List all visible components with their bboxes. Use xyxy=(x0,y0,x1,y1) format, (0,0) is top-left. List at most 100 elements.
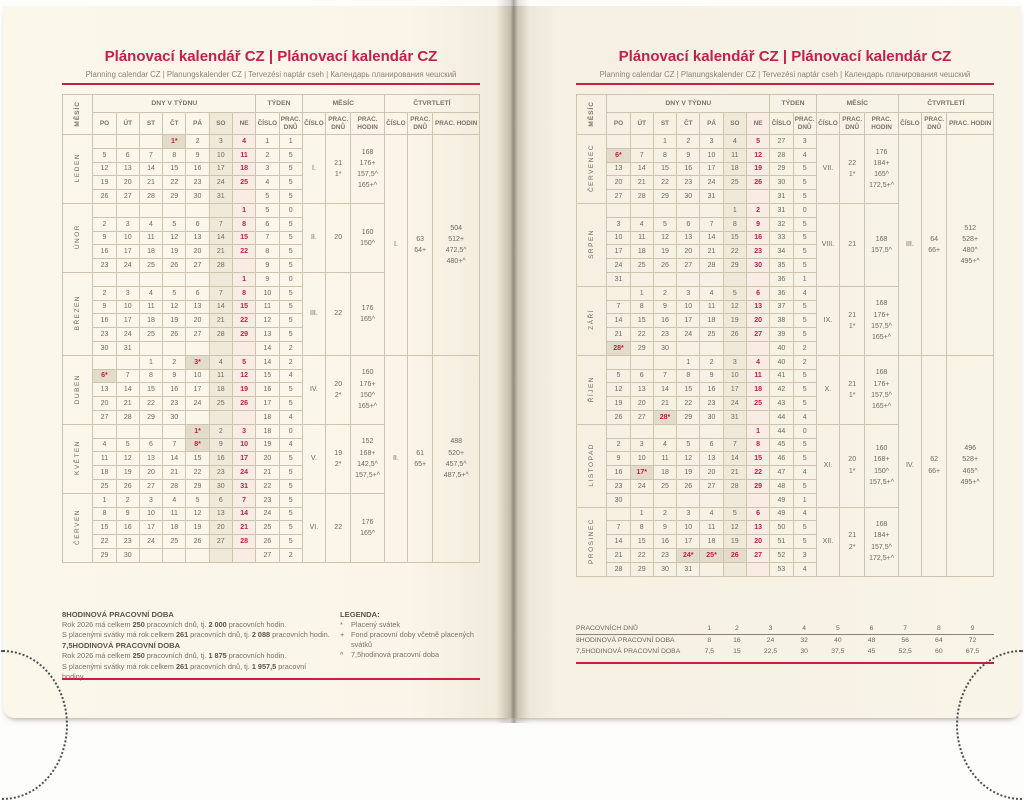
week-number-cell: 19 xyxy=(255,437,280,453)
day-cell xyxy=(606,134,631,149)
day-cell: 5 xyxy=(722,506,747,522)
day-cell: 30 xyxy=(92,340,117,356)
week-workdays-header: PRAC. DNŮ xyxy=(792,112,817,135)
day-name-header: PO xyxy=(92,112,117,135)
week-number-cell: 8 xyxy=(255,244,280,260)
quarter-workhours-cell-line: 457,5^ xyxy=(445,460,467,468)
day-cell xyxy=(652,271,678,287)
day-cell: 23 xyxy=(92,258,117,273)
month-workdays-cell: 21 1* xyxy=(325,134,352,204)
day-cell xyxy=(208,340,233,356)
day-cell: 23 xyxy=(185,175,210,191)
day-cell: 30 xyxy=(162,409,187,425)
week-workdays-cell: 5 xyxy=(792,327,817,342)
day-cell: 24* xyxy=(676,547,701,563)
week-number-cell: 44 xyxy=(769,423,794,439)
day-cell xyxy=(699,202,724,218)
day-cell xyxy=(629,423,654,439)
month-workdays-cell-line: 21 xyxy=(848,241,857,249)
worktime-text-segment: 250 xyxy=(132,651,145,661)
week-number-cell: 48 xyxy=(769,478,794,494)
day-cell xyxy=(231,547,257,563)
day-cell xyxy=(699,492,724,508)
day-cell: 5 xyxy=(162,285,187,301)
day-cell: 27 xyxy=(185,327,210,342)
month-workhours-cell: 168 176+ 157,5^ 165+^ xyxy=(864,285,899,356)
week-row: 16 17* 18 19 20 21 22 47 4 xyxy=(577,465,994,480)
day-cell: 9 xyxy=(92,299,117,315)
day-cell: 5 xyxy=(92,147,117,163)
week-workdays-cell: 5 xyxy=(278,465,303,480)
day-cell: 26 xyxy=(676,478,701,494)
month-number-header: ČÍSLO xyxy=(301,112,327,135)
day-cell xyxy=(208,547,233,563)
day-cell: 16 xyxy=(745,230,771,246)
week-row: 5 6 7 8 9 10 11 2 5 xyxy=(63,147,480,163)
week-row: 6* 7 8 9 10 11 12 15 4 xyxy=(63,368,480,384)
legend-item: * Placený svátek xyxy=(340,620,478,630)
day-cell: 1 xyxy=(722,202,747,218)
day-cell: 25 xyxy=(138,327,164,342)
day-cell: 12 xyxy=(231,368,257,384)
day-cell xyxy=(162,423,187,439)
week-workdays-cell: 5 xyxy=(792,299,817,315)
day-cell: 29 xyxy=(162,189,187,204)
day-cell: 11 xyxy=(92,451,117,467)
day-cell: 11 xyxy=(138,299,164,315)
day-cell: 21 xyxy=(652,396,678,411)
day-cell: 3 xyxy=(208,134,233,149)
day-cell: 30 xyxy=(208,478,233,494)
day-cell: 18 xyxy=(699,313,724,329)
day-cell: 29 xyxy=(652,189,678,204)
day-cell xyxy=(699,271,724,287)
header-row-groups: MĚSÍC DNY V TÝDNU TÝDEN MĚSÍC ČTVRTLETÍ xyxy=(61,94,481,135)
month-workhours-cell-line: 176 xyxy=(361,304,374,312)
day-cell xyxy=(92,423,117,439)
month-workhours-cell-line: 176+ xyxy=(873,380,890,388)
week-row: 19 20 21 22 23 24 25 4 5 xyxy=(63,175,480,191)
day-cell xyxy=(115,354,140,370)
day-cell: 31 xyxy=(676,561,701,577)
month-workhours-cell-line: 165+^ xyxy=(872,402,892,410)
day-cell: 10 xyxy=(208,147,233,163)
month-workdays-cell: 22 xyxy=(325,492,352,563)
legend-symbol: ^ xyxy=(340,649,344,659)
week-row: 15 16 17 18 19 20 21 25 5 xyxy=(63,520,480,536)
day-cell xyxy=(138,547,164,563)
day-cell: 27 xyxy=(208,534,233,549)
day-cell: 1 xyxy=(92,492,117,508)
week-workdays-cell: 5 xyxy=(792,230,817,246)
day-cell: 29 xyxy=(629,561,654,577)
month-workhours-cell-line: 157,5^ xyxy=(357,170,378,178)
month-workdays-cell: 22 1* xyxy=(839,134,866,204)
week-number-cell: 46 xyxy=(769,451,794,467)
month-workhours-cell-line: 172,5+^ xyxy=(869,554,894,562)
quarter-workhours-cell-line: 520+ xyxy=(448,449,465,457)
day-cell: 31 xyxy=(208,189,233,204)
month-name-label: DUBEN xyxy=(74,373,82,404)
quarter-number-cell: III. xyxy=(897,134,923,356)
week-number-cell: 40 xyxy=(769,340,794,356)
conversion-value-cell: 64 xyxy=(935,637,943,644)
conversion-row-label: 7,5HODINOVÁ PRACOVNÍ DOBA xyxy=(576,648,681,655)
day-cell: 17 xyxy=(138,520,164,536)
right-page: Plánovací kalendář CZ | Plánovací kalend… xyxy=(512,6,1021,718)
day-cell: 19 xyxy=(606,396,631,411)
day-cell: 28 xyxy=(629,189,654,204)
worktime-text-segment: 261 xyxy=(175,630,189,640)
month-workdays-cell-line: 1* xyxy=(848,322,856,330)
week-number-cell: 6 xyxy=(255,216,280,232)
week-workdays-cell: 5 xyxy=(278,478,303,494)
month-workhours-cell: 160 176+ 150^ 165+^ xyxy=(350,354,385,425)
week-workdays-cell: 4 xyxy=(792,409,817,425)
day-cell: 3 xyxy=(138,492,164,508)
worktime-section-line: Rok 2026 má celkem 250 pracovních dnů, t… xyxy=(62,651,330,661)
week-workdays-cell: 5 xyxy=(278,147,303,163)
day-cell: 31 xyxy=(606,271,631,287)
month-number-cell-line: VII. xyxy=(822,165,834,173)
day-cell: 15 xyxy=(231,299,257,315)
day-cell: 24 xyxy=(629,478,654,494)
day-cell xyxy=(676,202,701,218)
conversion-value-cell: 15 xyxy=(733,648,741,655)
week-number-cell: 15 xyxy=(255,368,280,384)
